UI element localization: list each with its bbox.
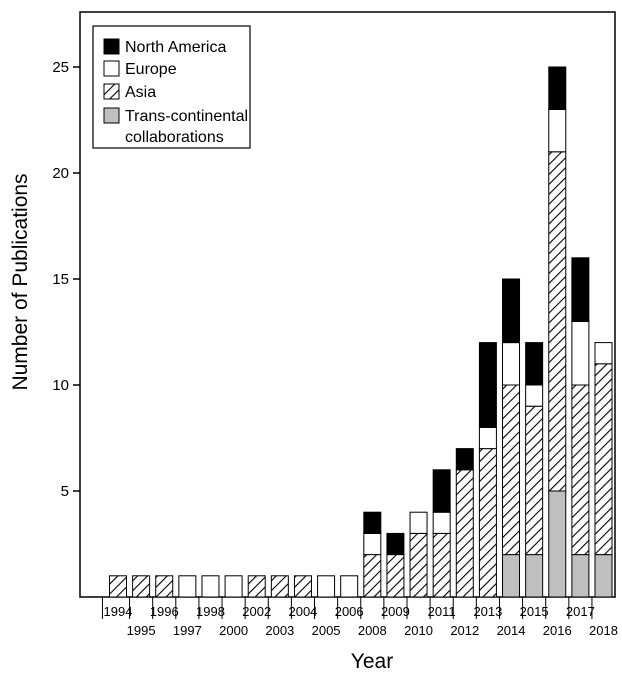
bar-segment-2004-asia: [293, 575, 312, 598]
y-tick-label: 20: [52, 165, 69, 182]
legend-swatch-asia: [103, 83, 120, 100]
x-tick-label-2008: 2008: [358, 623, 387, 638]
bar-segment-2002-asia: [247, 575, 266, 598]
bar-segment-2018-asia: [594, 363, 613, 556]
bar-segment-2016-north-america: [548, 66, 567, 110]
bar-segment-2015-europe: [525, 384, 544, 407]
bar-segment-2012-north-america: [455, 448, 474, 471]
bar-segment-2014-europe: [502, 342, 521, 386]
bar-segment-2003-asia: [270, 575, 289, 598]
x-tick-label-1998: 1998: [196, 604, 225, 619]
bar-segment-2014-north-america: [502, 278, 521, 344]
bar-segment-2016-asia: [548, 151, 567, 492]
x-tick-label-2017: 2017: [566, 604, 595, 619]
bar-segment-2008-north-america: [363, 511, 382, 534]
bar-segment-2013-asia: [478, 448, 497, 598]
x-tick-label-2015: 2015: [520, 604, 549, 619]
bar-segment-2006-europe: [340, 575, 359, 598]
bar-segment-2010-asia: [409, 532, 428, 598]
y-tick-label: 5: [61, 483, 69, 500]
bar-segment-2017-trans-continental-collaborations: [571, 554, 590, 598]
x-tick-label-2014: 2014: [497, 623, 526, 638]
x-tick-label-1996: 1996: [150, 604, 179, 619]
bar-segment-2010-europe: [409, 511, 428, 534]
legend: North America Europe Asia Trans-continental…: [92, 25, 251, 149]
bar-segment-2013-europe: [478, 426, 497, 450]
x-tick-label-2000: 2000: [219, 623, 248, 638]
bar-segment-1994-asia: [109, 575, 127, 598]
legend-swatch-europe: [103, 60, 120, 77]
bar-segment-2013-north-america: [478, 342, 497, 428]
bar-segment-2000-europe: [224, 575, 243, 598]
bar-segment-2014-trans-continental-collaborations: [502, 554, 521, 598]
legend-label-north-america: North America: [125, 39, 226, 56]
x-tick-label-2006: 2006: [335, 604, 364, 619]
bar-segment-2017-asia: [571, 384, 590, 556]
y-tick-label: 10: [52, 377, 69, 394]
bar-segment-2017-north-america: [571, 257, 590, 322]
x-tick-label-2012: 2012: [450, 623, 479, 638]
bar-segment-2016-trans-continental-collaborations: [548, 490, 567, 598]
x-tick-label-2011: 2011: [428, 604, 456, 619]
bar-segment-2009-north-america: [386, 532, 405, 556]
x-tick-label-2005: 2005: [312, 623, 341, 638]
y-axis: 5 10 15 20 25: [52, 59, 80, 500]
legend-label-trans-continental-collaborations: Trans-continental collaborations: [125, 108, 248, 146]
bar-segment-2015-north-america: [525, 342, 544, 386]
bar-segment-1995-asia: [132, 575, 151, 598]
x-tick-label-1997: 1997: [173, 623, 202, 638]
bar-segment-2016-europe: [548, 108, 567, 153]
bar-segment-2009-asia: [386, 554, 405, 598]
bar-segment-2011-north-america: [432, 469, 451, 513]
y-tick-label: 15: [52, 271, 69, 288]
legend-label-asia: Asia: [125, 84, 156, 101]
bar-segment-1998-europe: [201, 575, 220, 598]
x-tick-label-2009: 2009: [381, 604, 410, 619]
bar-segment-1996-asia: [155, 575, 174, 598]
bars: [109, 66, 613, 598]
bar-segment-2014-asia: [502, 384, 521, 556]
bar-segment-2018-europe: [594, 342, 613, 365]
bar-segment-2012-asia: [455, 469, 474, 598]
bar-segment-2015-trans-continental-collaborations: [525, 554, 544, 598]
bar-segment-2008-asia: [363, 554, 382, 598]
x-tick-label-1994: 1994: [104, 604, 133, 619]
bar-segment-1997-europe: [178, 575, 197, 598]
x-tick-label-2003: 2003: [265, 623, 294, 638]
x-tick-label-2004: 2004: [288, 604, 317, 619]
legend-swatch-north-america: [103, 38, 120, 55]
x-tick-label-2016: 2016: [543, 623, 572, 638]
x-tick-label-2013: 2013: [473, 604, 502, 619]
x-tick-label-2002: 2002: [242, 604, 271, 619]
bar-segment-2018-trans-continental-collaborations: [594, 554, 613, 598]
x-tick-label-1995: 1995: [127, 623, 156, 638]
bar-segment-2011-asia: [432, 532, 451, 598]
bar-segment-2008-europe: [363, 532, 382, 556]
x-axis: 1994 1995 1996 1997 1998 2000 2002 2003 2004 2005…: [101, 597, 618, 638]
x-tick-label-2018: 2018: [589, 623, 618, 638]
y-tick-label: 25: [52, 59, 69, 76]
x-tick-label-2010: 2010: [404, 623, 433, 638]
bar-segment-2005-europe: [317, 575, 336, 598]
x-axis-title: Year: [351, 650, 393, 673]
legend-label-europe: Europe: [125, 61, 177, 78]
bar-segment-2015-asia: [525, 405, 544, 556]
bar-segment-2011-europe: [432, 511, 451, 534]
bar-segment-2017-europe: [571, 320, 590, 386]
y-axis-title: Number of Publications: [9, 173, 32, 390]
legend-swatch-trans-continental-collaborations: [103, 107, 120, 124]
